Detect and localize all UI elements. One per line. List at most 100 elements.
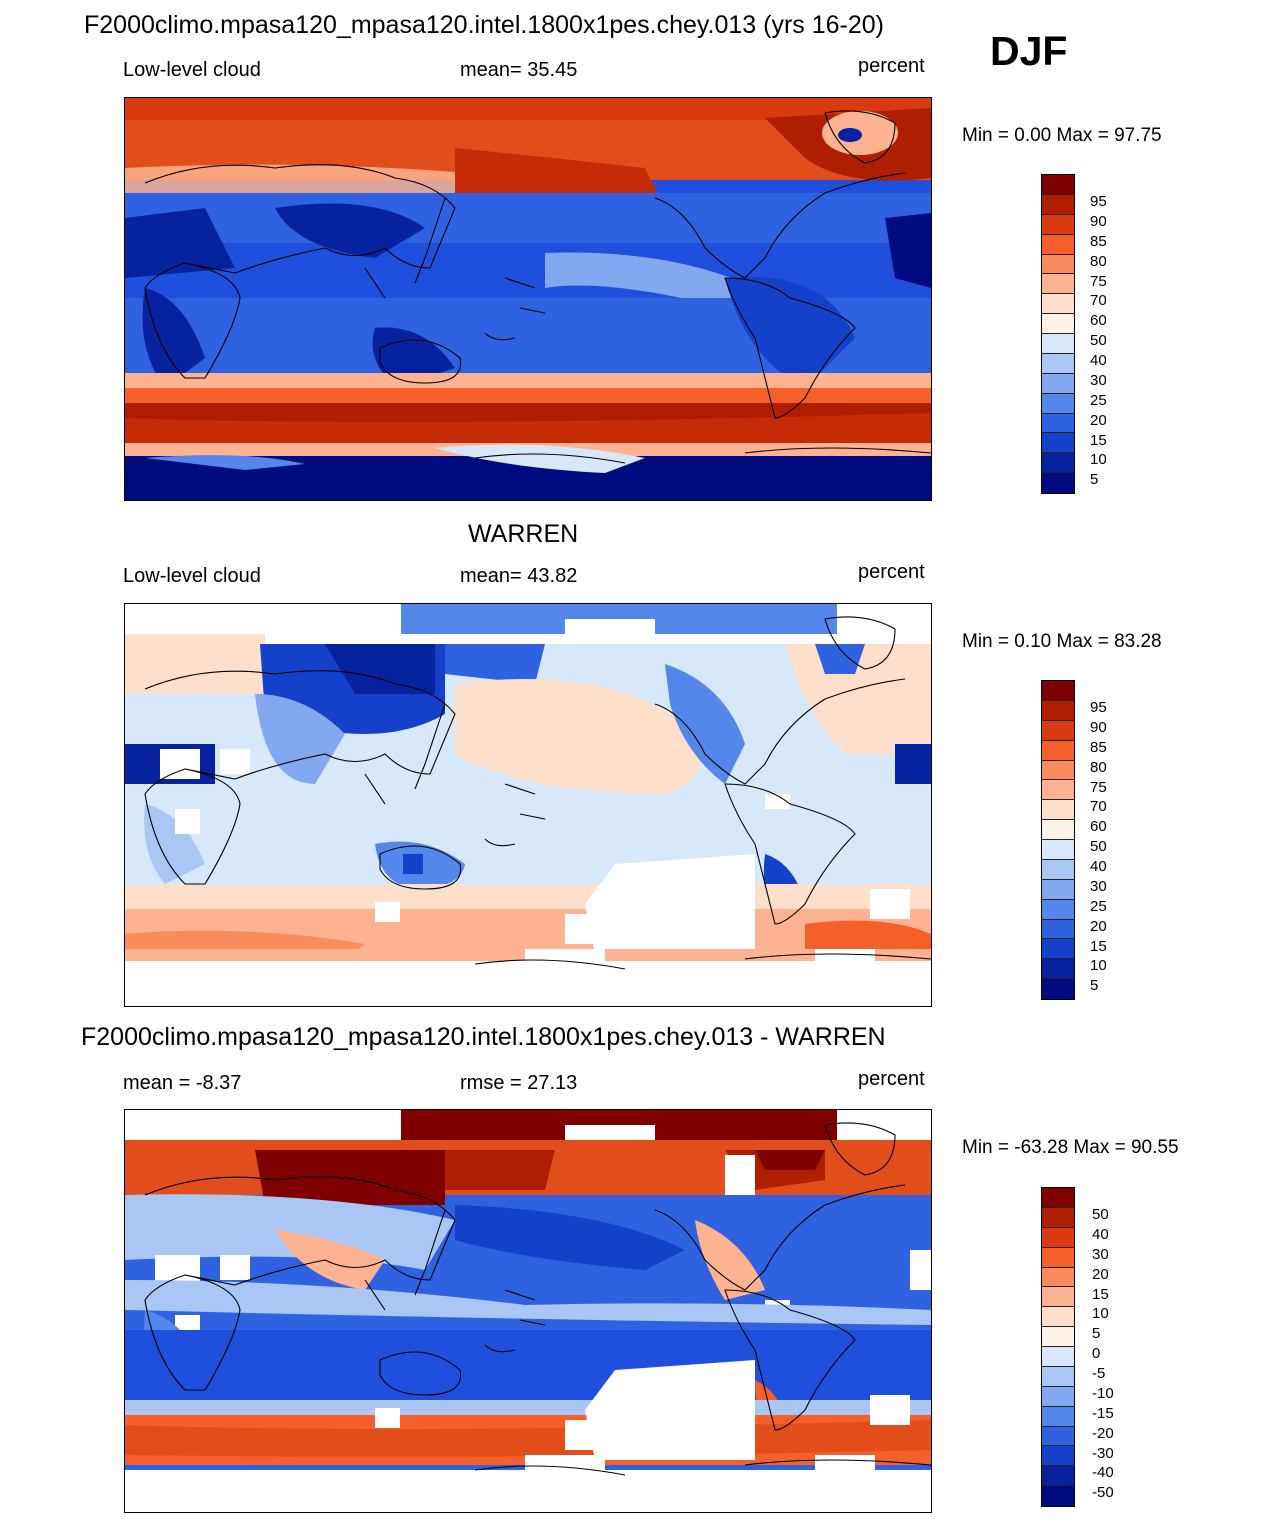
- colorbar-segment: [1042, 294, 1074, 315]
- panel1-variable-label: Low-level cloud: [123, 59, 261, 81]
- colorbar-segment: [1042, 1347, 1074, 1367]
- colorbar-tick-label: 20: [1090, 917, 1107, 935]
- colorbar-segment: [1042, 1227, 1074, 1248]
- panel3-map: [124, 1109, 932, 1513]
- colorbar-tick-label: 90: [1090, 718, 1107, 736]
- colorbar-segment: [1042, 959, 1074, 980]
- colorbar-segment: [1042, 1466, 1074, 1487]
- colorbar-tick-label: 90: [1090, 212, 1107, 230]
- colorbar-segment: [1042, 1366, 1074, 1387]
- colorbar-tick-label: 85: [1090, 232, 1107, 250]
- panel2-map-plot: [125, 604, 931, 1006]
- colorbar-tick-label: 30: [1090, 371, 1107, 389]
- colorbar-tick-label: 50: [1092, 1206, 1109, 1223]
- colorbar-segment: [1042, 1446, 1074, 1467]
- colorbar-segment: [1042, 353, 1074, 374]
- colorbar-tick-label: 15: [1092, 1285, 1109, 1303]
- colorbar-tick-label: 95: [1090, 699, 1107, 716]
- panel3-minmax-label: Min = -63.28 Max = 90.55: [962, 1137, 1179, 1158]
- colorbar-segment: [1042, 859, 1074, 880]
- colorbar-tick-label: 20: [1092, 1265, 1109, 1283]
- colorbar-tick-label: 75: [1090, 778, 1107, 796]
- colorbar-segment: [1042, 879, 1074, 900]
- colorbar-tick-label: -5: [1092, 1365, 1106, 1382]
- colorbar-segment: [1042, 939, 1074, 960]
- colorbar-tick-label: 30: [1092, 1245, 1109, 1263]
- colorbar-segment: [1042, 214, 1074, 235]
- colorbar-segment: [1042, 433, 1074, 454]
- panel2-mean-label: mean= 43.82: [460, 565, 578, 587]
- colorbar-tick-label: 40: [1092, 1225, 1109, 1243]
- colorbar-segment: [1042, 919, 1074, 940]
- colorbar-tick-label: 20: [1090, 411, 1107, 429]
- colorbar-segment: [1042, 1247, 1074, 1268]
- colorbar-segment: [1042, 780, 1074, 801]
- colorbar-segment: [1042, 254, 1074, 275]
- panel1-colorbar: [1041, 174, 1075, 494]
- panel1-map-plot: [125, 98, 931, 500]
- panel3-rmse-label: rmse = 27.13: [460, 1072, 578, 1094]
- colorbar-tick-label: 50: [1090, 332, 1107, 350]
- colorbar-segment: [1042, 175, 1074, 195]
- colorbar-tick-label: 60: [1090, 312, 1107, 330]
- colorbar-segment: [1042, 1307, 1074, 1328]
- colorbar-segment: [1042, 820, 1074, 840]
- panel3-colorbar: [1041, 1187, 1075, 1507]
- colorbar-segment: [1042, 473, 1074, 493]
- colorbar-tick-label: 10: [1090, 451, 1107, 469]
- colorbar-tick-label: 80: [1090, 758, 1107, 776]
- colorbar-tick-label: 80: [1090, 252, 1107, 270]
- colorbar-segment: [1042, 274, 1074, 295]
- colorbar-segment: [1042, 194, 1074, 215]
- panel2-map: [124, 603, 932, 1007]
- colorbar-tick-label: 40: [1090, 352, 1107, 369]
- colorbar-tick-label: 50: [1090, 838, 1107, 856]
- colorbar-segment: [1042, 373, 1074, 394]
- colorbar-segment: [1042, 234, 1074, 255]
- colorbar-segment: [1042, 1287, 1074, 1308]
- panel2-colorbar: [1041, 680, 1075, 1000]
- panel2-variable-label: Low-level cloud: [123, 565, 261, 587]
- colorbar-segment: [1042, 800, 1074, 821]
- colorbar-tick-label: 25: [1090, 897, 1107, 915]
- colorbar-segment: [1042, 700, 1074, 721]
- colorbar-tick-label: -15: [1092, 1404, 1114, 1422]
- colorbar-tick-label: -40: [1092, 1464, 1114, 1482]
- colorbar-segment: [1042, 720, 1074, 741]
- panel1-map: [124, 97, 932, 501]
- colorbar-tick-label: 5: [1090, 471, 1099, 489]
- panel2-heading: WARREN: [468, 520, 579, 548]
- colorbar-segment: [1042, 1486, 1074, 1506]
- colorbar-tick-label: 75: [1090, 272, 1107, 290]
- colorbar-segment: [1042, 1267, 1074, 1288]
- colorbar-segment: [1042, 840, 1074, 860]
- colorbar-tick-label: 85: [1090, 738, 1107, 756]
- panel1-units-label: percent: [858, 55, 925, 77]
- colorbar-tick-label: 70: [1090, 798, 1107, 816]
- panel2-units-label: percent: [858, 561, 925, 583]
- colorbar-tick-label: -50: [1092, 1484, 1114, 1502]
- colorbar-tick-label: 10: [1092, 1305, 1109, 1323]
- panel3-heading: F2000climo.mpasa120_mpasa120.intel.1800x…: [81, 1023, 886, 1051]
- panel2-minmax-label: Min = 0.10 Max = 83.28: [962, 631, 1162, 652]
- colorbar-tick-label: 5: [1090, 977, 1099, 995]
- colorbar-segment: [1042, 334, 1074, 354]
- colorbar-segment: [1042, 681, 1074, 701]
- colorbar-segment: [1042, 760, 1074, 781]
- panel3-map-plot: [125, 1110, 931, 1512]
- colorbar-tick-label: 0: [1092, 1345, 1101, 1363]
- colorbar-segment: [1042, 393, 1074, 414]
- colorbar-tick-label: 15: [1090, 431, 1107, 449]
- colorbar-tick-label: 70: [1090, 292, 1107, 310]
- colorbar-tick-label: 25: [1090, 391, 1107, 409]
- colorbar-tick-label: 40: [1090, 858, 1107, 875]
- colorbar-tick-label: -30: [1092, 1444, 1114, 1462]
- colorbar-segment: [1042, 1327, 1074, 1347]
- colorbar-segment: [1042, 899, 1074, 920]
- colorbar-segment: [1042, 1188, 1074, 1208]
- season-label: DJF: [990, 28, 1068, 74]
- colorbar-segment: [1042, 979, 1074, 999]
- panel3-mean-label: mean = -8.37: [123, 1072, 242, 1094]
- figure-title: F2000climo.mpasa120_mpasa120.intel.1800x…: [84, 11, 885, 39]
- colorbar-tick-label: 95: [1090, 193, 1107, 210]
